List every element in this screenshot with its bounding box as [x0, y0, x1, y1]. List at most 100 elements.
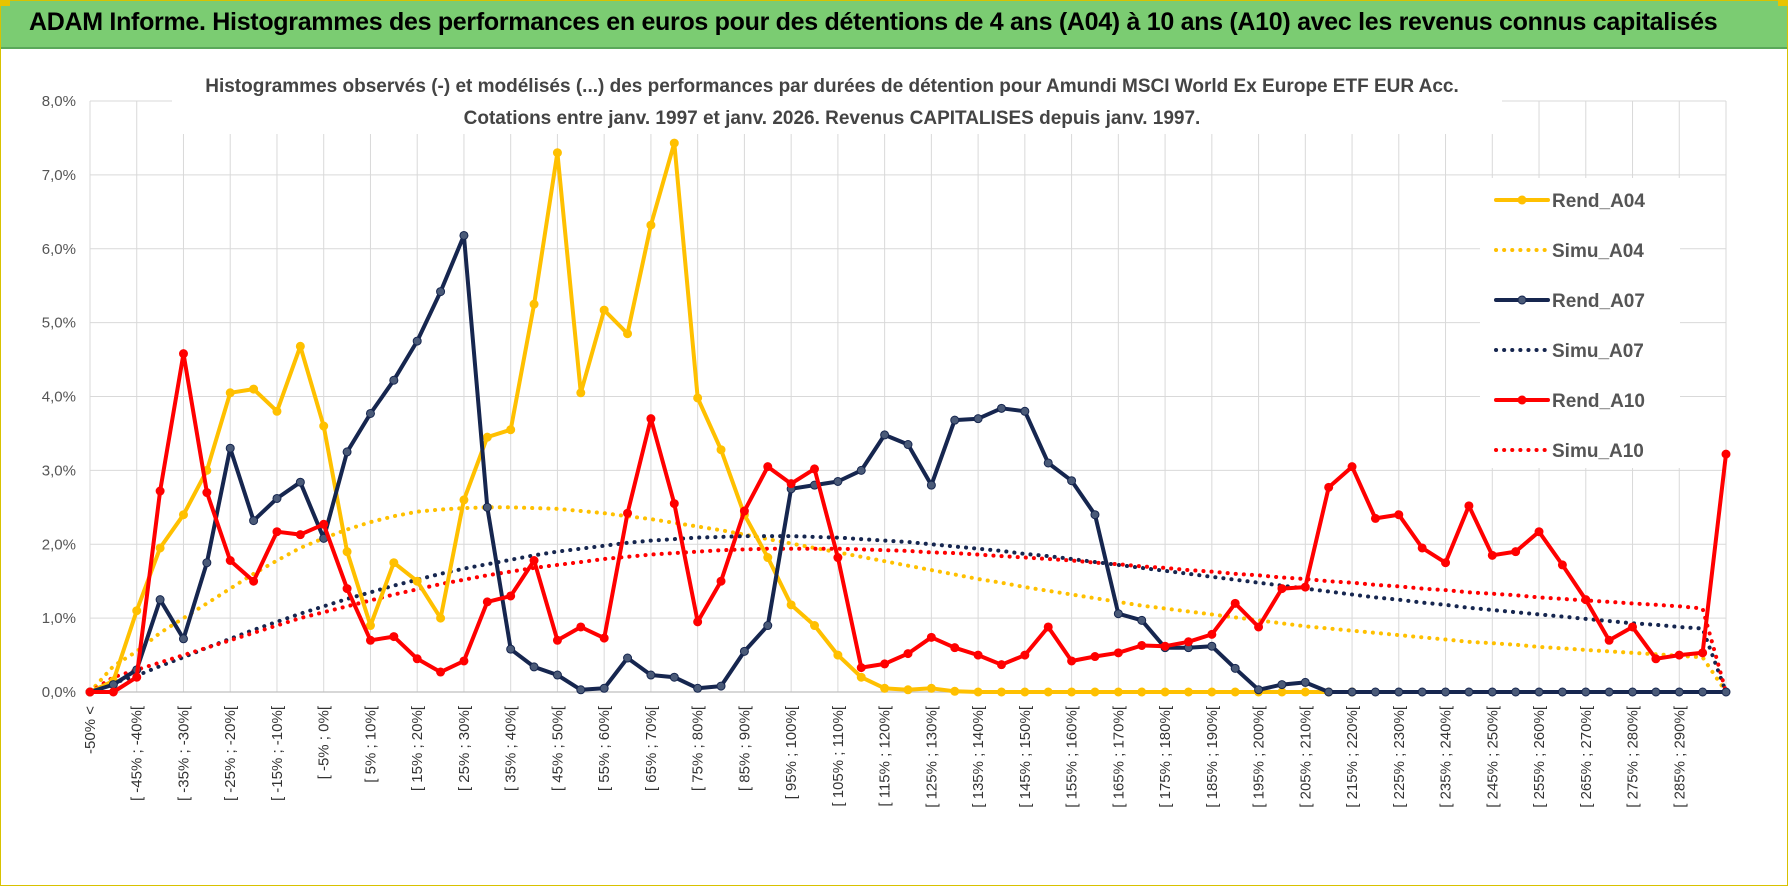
- chart-subtitle: Cotations entre janv. 1997 et janv. 2026…: [464, 108, 1201, 129]
- x-tick-label: [ -5% ; 0%[: [316, 705, 333, 779]
- data-point: [389, 632, 399, 642]
- data-point: [716, 445, 726, 455]
- x-tick-label: [ -25% ; -20%[: [222, 705, 239, 801]
- y-tick-label: 6,0%: [42, 241, 76, 258]
- y-tick-label: 3,0%: [42, 462, 76, 479]
- corner-mark: [1778, 0, 1788, 6]
- y-tick-label: 2,0%: [42, 536, 76, 553]
- data-point: [1441, 687, 1451, 697]
- data-point: [342, 584, 352, 594]
- data-point: [1277, 680, 1287, 690]
- x-tick-label: [ 25% ; 30%[: [456, 705, 473, 791]
- data-point: [1581, 595, 1591, 605]
- data-point: [108, 687, 118, 697]
- y-axis: 0,0% 1,0% 2,0% 3,0% 4,0% 5,0% 6,0% 7,0% 8,0%: [42, 93, 76, 701]
- data-point: [295, 477, 305, 487]
- x-tick-label: [ 245% ; 250%[: [1484, 705, 1501, 808]
- data-point: [389, 558, 399, 568]
- data-point: [669, 138, 679, 148]
- data-point: [272, 527, 282, 537]
- data-point: [225, 388, 235, 398]
- data-point: [693, 683, 703, 693]
- data-point: [1067, 476, 1077, 486]
- x-tick-label: [ 275% ; 280%[: [1625, 705, 1642, 808]
- data-point: [295, 530, 305, 540]
- y-tick-label: 5,0%: [42, 315, 76, 332]
- data-point: [1207, 629, 1217, 639]
- data-point: [763, 462, 773, 472]
- data-point: [436, 287, 446, 297]
- series-simu-a04: [88, 505, 1728, 694]
- data-point: [249, 516, 259, 526]
- data-point: [1300, 582, 1310, 592]
- data-point: [1277, 584, 1287, 594]
- data-point: [1207, 687, 1217, 697]
- data-point: [1721, 687, 1731, 697]
- data-point: [412, 576, 422, 586]
- data-point: [482, 502, 492, 512]
- data-point: [1230, 687, 1240, 697]
- data-point: [950, 415, 960, 425]
- data-point: [436, 667, 446, 677]
- data-point: [155, 595, 165, 605]
- data-point: [506, 644, 516, 654]
- data-point: [926, 683, 936, 693]
- data-point: [1464, 687, 1474, 697]
- data-point: [1534, 687, 1544, 697]
- data-point: [342, 447, 352, 457]
- data-point: [1534, 527, 1544, 537]
- data-point: [1628, 687, 1638, 697]
- data-point: [716, 681, 726, 691]
- data-point: [926, 632, 936, 642]
- data-point: [903, 649, 913, 659]
- x-tick-label: [ 45% ; 50%[: [549, 705, 566, 791]
- data-point: [739, 506, 749, 516]
- data-point: [1417, 543, 1427, 553]
- data-point: [646, 220, 656, 230]
- data-point: [412, 336, 422, 346]
- data-point: [132, 606, 142, 616]
- x-tick-label: [ 185% ; 190%[: [1204, 705, 1221, 808]
- legend-label: Simu_A07: [1552, 341, 1644, 362]
- data-point: [646, 414, 656, 424]
- data-point: [1417, 687, 1427, 697]
- title-background: [172, 66, 1502, 134]
- data-point: [693, 617, 703, 627]
- series-line: [88, 546, 1728, 694]
- data-point: [599, 305, 609, 315]
- x-tick-label: [ 205% ; 210%[: [1297, 705, 1314, 808]
- data-point: [1441, 558, 1451, 568]
- data-point: [1137, 615, 1147, 625]
- data-point: [1300, 677, 1310, 687]
- data-point: [926, 480, 936, 490]
- data-point: [1674, 650, 1684, 660]
- data-point: [1698, 648, 1708, 658]
- x-tick-label: [ 255% ; 260%[: [1531, 705, 1548, 808]
- data-point: [155, 543, 165, 553]
- data-point: [552, 148, 562, 158]
- data-point: [1628, 622, 1638, 632]
- data-point: [1370, 513, 1380, 523]
- data-point: [1113, 687, 1123, 697]
- data-point: [1090, 652, 1100, 662]
- data-point: [950, 686, 960, 696]
- data-point: [85, 687, 95, 697]
- x-tick-label: [ 285% ; 290%[: [1671, 705, 1688, 808]
- data-point: [178, 634, 188, 644]
- data-point: [1721, 449, 1731, 459]
- data-point: [810, 621, 820, 631]
- data-point: [786, 479, 796, 489]
- data-point: [1300, 687, 1310, 697]
- data-point: [996, 403, 1006, 413]
- data-point: [272, 406, 282, 416]
- data-point: [1043, 622, 1053, 632]
- data-point: [482, 432, 492, 442]
- data-point: [1067, 656, 1077, 666]
- x-tick-label: [ 125% ; 130%[: [923, 705, 940, 808]
- data-point: [623, 653, 633, 663]
- legend-label: Rend_A07: [1552, 291, 1645, 312]
- data-point: [856, 672, 866, 682]
- series-line: [88, 505, 1728, 694]
